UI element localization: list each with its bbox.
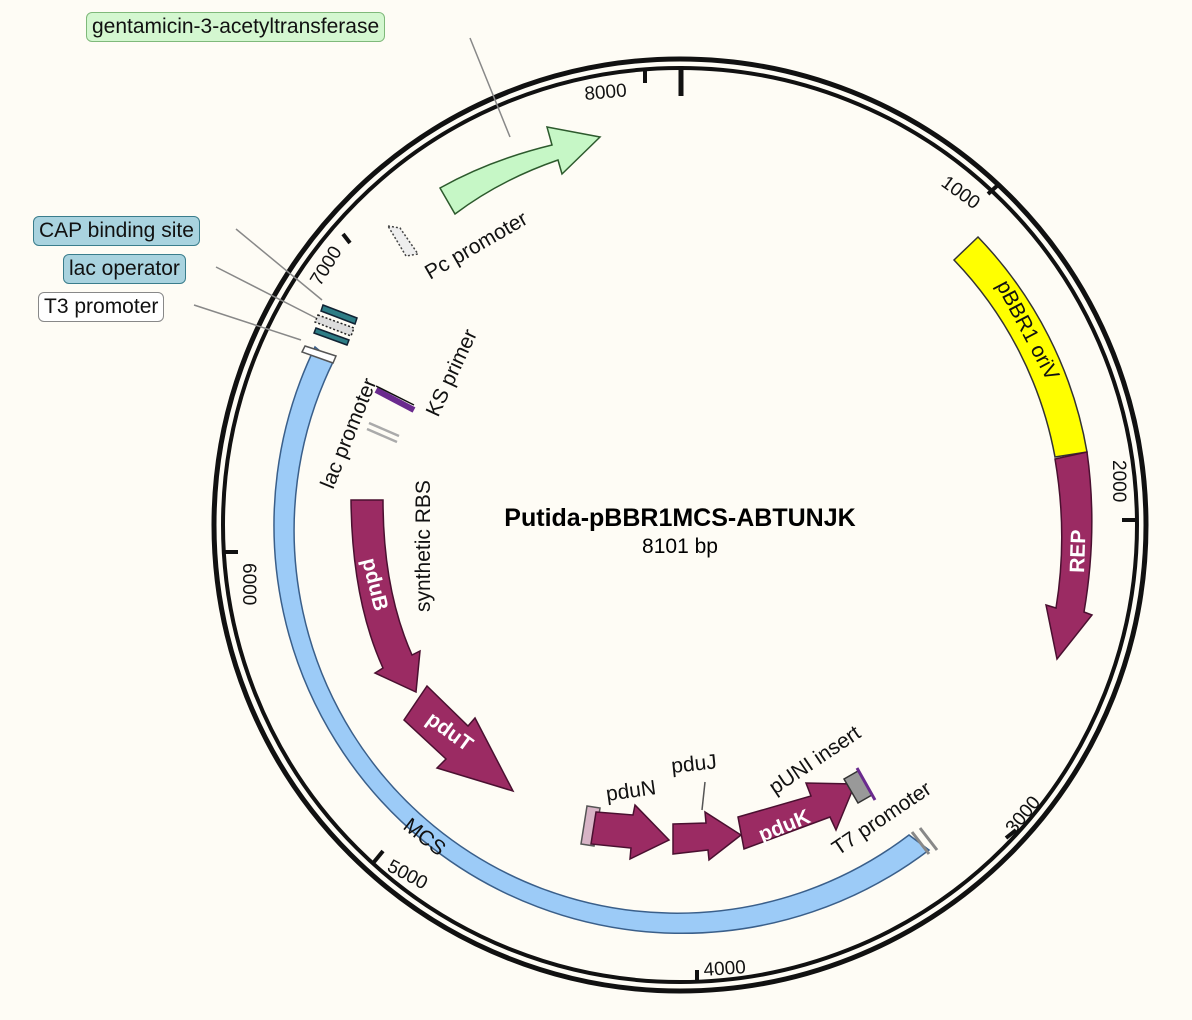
pdub-feature[interactable] [350,499,421,694]
pduj-feature[interactable] [672,810,743,862]
tick-mark-7000 [341,232,352,245]
lac-promoter-label: lac promoter [316,375,381,492]
tick-mark-5000 [372,849,385,864]
t3-leader [193,304,302,341]
tick-mark-3000 [1004,828,1018,840]
backbone-outer-ring [211,56,1149,994]
ks-primer-outline [375,385,415,406]
pduk-feature[interactable] [737,782,857,851]
gentamicin-leader [469,37,511,138]
synthetic-rbs-marker[interactable] [366,421,400,444]
cap-leader [235,228,323,301]
t3-promoter-callout[interactable]: T3 promoter [38,292,165,322]
plasmid-length: 8101 bp [642,535,718,558]
pduj-label: pduJ [670,750,718,778]
tick-mark-1000 [986,183,1000,196]
puni-insert-primer [855,767,877,801]
pbbr1-oriv-feature[interactable] [952,235,1088,458]
cap-binding-site-marker-2[interactable] [313,327,350,346]
pdun-label: pduN [604,776,657,806]
t3-promoter-marker[interactable] [300,345,338,364]
ks-primer-marker[interactable] [374,387,416,413]
gentamicin-3-acetyltransferase-feature[interactable] [438,126,602,216]
tick-label-7000: 7000 [306,243,346,290]
cap-binding-site-callout[interactable]: CAP binding site [33,216,200,246]
synthetic-rbs-label: synthetic RBS [412,480,435,612]
lac-operator-marker[interactable] [314,314,355,337]
lac-operator-leader [215,266,317,319]
tick-label-3000: 3000 [1002,792,1045,838]
pc-promoter-label: Pc promoter [421,207,532,284]
cap-binding-site-marker[interactable] [320,304,358,325]
pdut-feature[interactable] [403,684,515,793]
rep-label: REP [1066,529,1090,573]
tick-label-2000: 2000 [1108,460,1129,502]
tick-label-8000: 8000 [584,80,628,105]
lac-operator-callout[interactable]: lac operator [63,254,186,284]
rep-feature[interactable] [1045,451,1094,661]
pdun-feature[interactable] [590,803,671,861]
mcs-feature[interactable] [273,345,931,935]
callout-leader-lines [193,37,511,341]
pc-promoter-marker[interactable] [386,224,420,257]
plasmid-name: Putida-pBBR1MCS-ABTUNJK [504,504,855,532]
tick-label-6000: 6000 [238,563,259,605]
t7-promoter-marker[interactable] [910,827,939,855]
ks-primer-label: KS primer [422,326,482,420]
tick-marks [224,70,1136,983]
gentamicin-callout[interactable]: gentamicin-3-acetyltransferase [86,12,386,42]
pduj-leader-line [701,781,706,811]
tick-label-4000: 4000 [703,957,747,981]
